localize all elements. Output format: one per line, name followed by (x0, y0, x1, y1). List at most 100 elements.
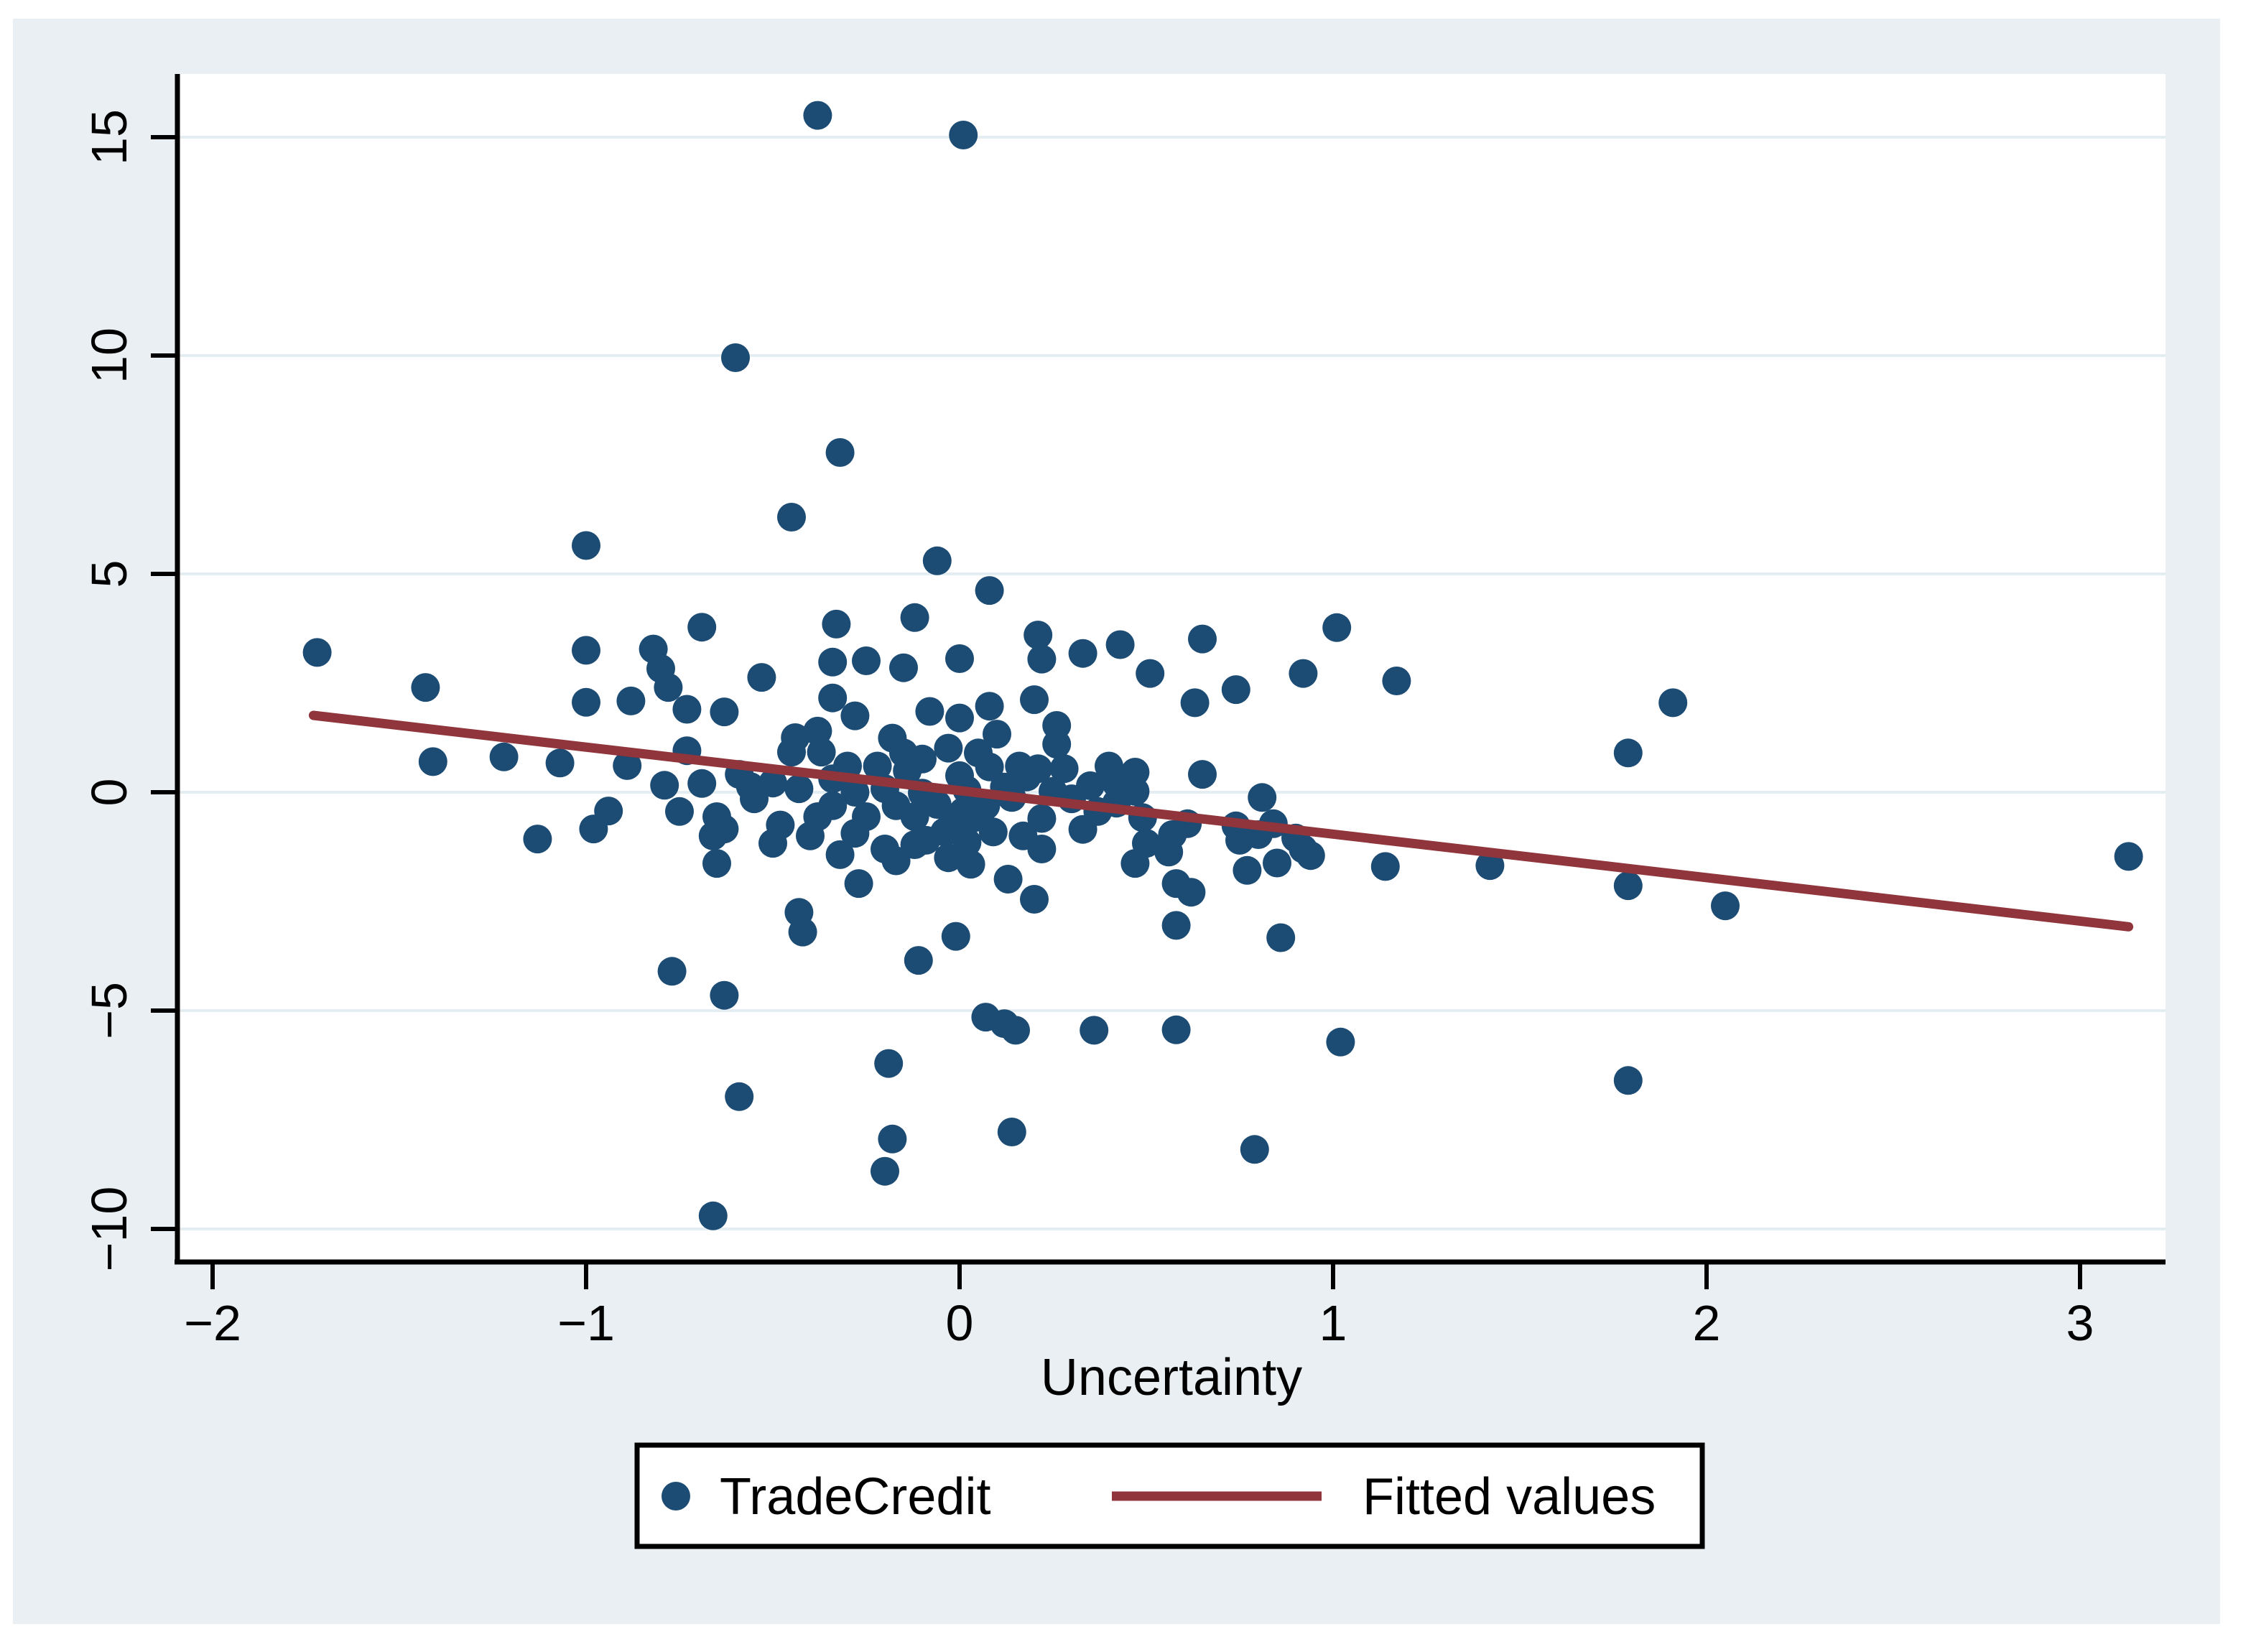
legend-tradecredit-label: TradeCredit (720, 1468, 990, 1526)
x-tick-label-1: 1 (1319, 1295, 1347, 1351)
scatter-point (1613, 1066, 1643, 1095)
scatter-point (1475, 851, 1505, 881)
scatter-point (781, 723, 810, 752)
scatter-point (418, 747, 447, 776)
scatter-point (1027, 644, 1057, 674)
scatter-point (975, 692, 1004, 721)
scatter-point (721, 343, 750, 372)
scatter-point (900, 603, 929, 632)
scatter-point (1613, 871, 1643, 901)
scatter-point (1005, 751, 1034, 781)
gridlines (177, 136, 2166, 1230)
scatter-point (881, 846, 911, 876)
scatter-point (1221, 675, 1250, 705)
scatter-point (796, 821, 825, 850)
scatter-point (956, 850, 985, 879)
scatter-point (825, 840, 855, 869)
scatter-point (545, 748, 575, 778)
scatter-point (1001, 1016, 1030, 1045)
scatter-point (594, 797, 623, 826)
scatter-point (1233, 855, 1262, 885)
legend-fitted-values-label: Fitted values (1363, 1468, 1656, 1526)
scatter-point (1080, 1016, 1109, 1045)
scatter-point (1240, 1135, 1269, 1164)
x-tick-label-0: 0 (946, 1295, 974, 1351)
scatter-point (1095, 751, 1123, 781)
scatter-point (572, 687, 600, 717)
scatter-point (949, 121, 978, 149)
scatter-point (941, 922, 970, 951)
scatter-point (937, 808, 967, 837)
scatter-point (766, 810, 795, 840)
fitted-values-line (308, 710, 2134, 932)
plot-area (177, 74, 2166, 1262)
scatter-point (844, 869, 873, 899)
x-axis-title: Uncertainty (1041, 1349, 1302, 1406)
scatter-point (964, 738, 993, 768)
scatter-point (871, 1156, 899, 1186)
y-axis-ticks (151, 135, 175, 1231)
scatter-point (1027, 804, 1057, 833)
scatter-point (411, 673, 440, 702)
scatter-point (613, 751, 642, 780)
scatter-point (302, 638, 332, 667)
scatter-point (874, 1049, 904, 1078)
scatter-point (1188, 624, 1217, 654)
scatter-point (1136, 659, 1165, 688)
scatter-point (710, 697, 739, 727)
scatter-point (725, 1082, 754, 1111)
y-tick-label--10: −10 (81, 1187, 137, 1272)
scatter-point (975, 576, 1004, 605)
legend-tradecredit-marker-icon (662, 1482, 690, 1511)
scatter-point (1020, 685, 1049, 715)
scatter-point (657, 957, 687, 986)
x-tick-label-3: 3 (2066, 1295, 2094, 1351)
scatter-point (687, 613, 717, 642)
scatter-point (665, 797, 694, 826)
scatter-point (978, 817, 1008, 847)
scatter-point (687, 769, 717, 798)
scatter-point (740, 784, 769, 814)
scatter-point (818, 683, 848, 713)
scatter-point (1266, 923, 1296, 952)
scatter-point (1020, 885, 1049, 914)
scatter-point (1105, 630, 1135, 659)
scatter-point (818, 791, 848, 820)
scatter-point (1049, 754, 1079, 784)
legend: TradeCredit Fitted values (634, 1442, 1705, 1549)
scatter-point (489, 742, 519, 771)
y-tick-label--5: −5 (81, 982, 137, 1039)
scatter-point (2114, 842, 2143, 871)
scatter-point (993, 865, 1023, 894)
scatter-point (710, 980, 739, 1010)
scatter-point (1068, 815, 1097, 844)
scatter-point (1068, 639, 1097, 668)
scatter-point (1225, 825, 1254, 855)
scatter-point (1370, 852, 1400, 881)
scatter-point (777, 503, 806, 532)
scatter-point (1322, 613, 1352, 642)
scatter-point (572, 531, 600, 560)
scatter-point (654, 673, 683, 702)
scatter-point (1154, 837, 1184, 867)
scatter-point (1382, 667, 1411, 695)
scatter-point (572, 636, 600, 665)
scatter-point (1711, 891, 1740, 921)
scatter-point (616, 686, 646, 715)
scatter-point (1161, 911, 1191, 940)
scatter-point (710, 815, 739, 844)
scatter-point (1289, 659, 1318, 688)
scatter-point (747, 663, 776, 692)
scatter-point (523, 825, 552, 854)
scatter-point (672, 695, 702, 724)
scatter-point (945, 703, 974, 733)
y-tick-label-10: 10 (81, 328, 137, 384)
scatter-point (863, 751, 892, 781)
scatter-point (807, 738, 836, 767)
scatter-point (822, 609, 851, 639)
x-tick-label--2: −2 (184, 1295, 241, 1351)
y-tick-label-0: 0 (81, 779, 137, 807)
scatter-point (915, 697, 945, 726)
x-tick-label--1: −1 (557, 1295, 615, 1351)
